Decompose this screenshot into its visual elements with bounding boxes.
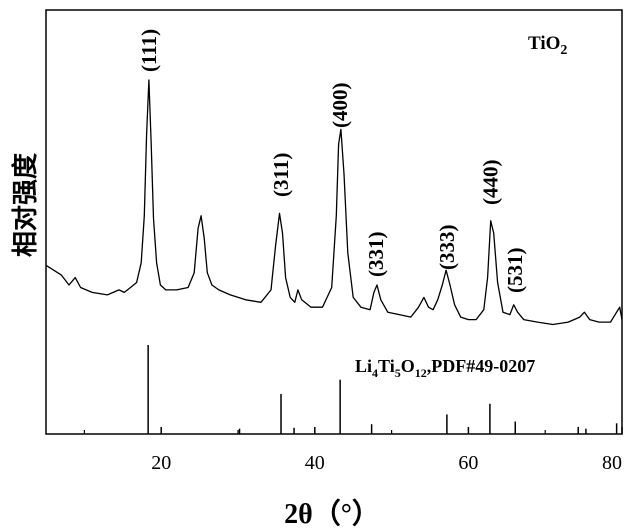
x-tick-label: 40 bbox=[305, 452, 325, 474]
peak-annotation: (333) bbox=[435, 225, 459, 271]
reference-label: Li4Ti5O12,PDF#49-0207 bbox=[355, 356, 535, 380]
peak-annotation: (531) bbox=[503, 248, 527, 294]
x-tick-label: 60 bbox=[458, 452, 478, 474]
x-tick-label: 80 bbox=[602, 452, 622, 474]
peak-annotation: (111) bbox=[137, 29, 161, 72]
y-axis-label: 相对强度 bbox=[10, 153, 41, 257]
tio2-label: TiO2 bbox=[528, 33, 567, 58]
peak-annotation: (400) bbox=[328, 83, 352, 129]
plot-frame bbox=[46, 10, 622, 434]
x-tick-label: 20 bbox=[151, 452, 171, 474]
peak-annotation: (311) bbox=[269, 153, 293, 197]
peak-annotation: (331) bbox=[364, 232, 388, 278]
x-axis-label: 2θ（°） bbox=[284, 497, 380, 530]
peak-annotation: (440) bbox=[479, 160, 503, 206]
